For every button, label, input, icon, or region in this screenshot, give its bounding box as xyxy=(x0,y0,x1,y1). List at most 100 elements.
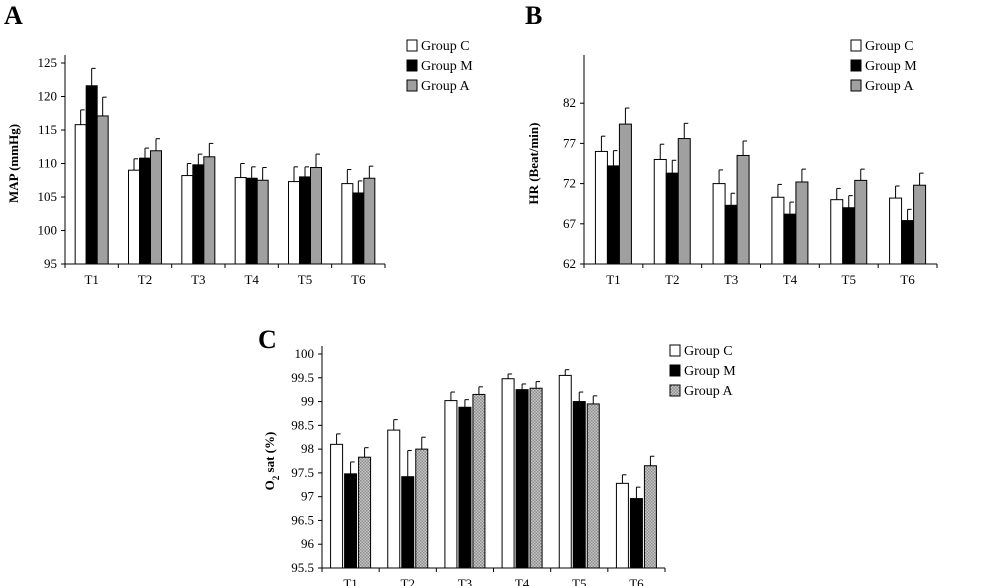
bar xyxy=(830,199,844,265)
bar xyxy=(444,400,458,569)
y-tick-label: 125 xyxy=(38,55,58,70)
legend-label: Group A xyxy=(421,79,471,94)
x-tick-label: T6 xyxy=(629,576,644,586)
y-tick-label: 97 xyxy=(301,489,315,504)
x-tick-label: T2 xyxy=(665,272,679,287)
legend-label: Group A xyxy=(865,79,915,94)
x-tick-label: T5 xyxy=(298,272,312,287)
x-tick-label: T4 xyxy=(244,272,259,287)
bar xyxy=(515,389,529,569)
bar xyxy=(529,387,543,569)
x-tick-label: T1 xyxy=(84,272,98,287)
legend-label: Group M xyxy=(865,59,917,74)
bar xyxy=(558,374,572,569)
chart-panel-b: 62 67 72 77 82 HR (Beat/min) T1 T2 T3 T4 T5 T6 Group… xyxy=(526,39,938,287)
bar xyxy=(724,204,738,265)
y-tick-label: 95 xyxy=(44,256,57,271)
bar xyxy=(299,176,311,265)
bar xyxy=(677,138,691,265)
y-tick-label: 120 xyxy=(38,89,58,104)
chart-panel-c: 95.5 96 96.5 97 97.5 98 98.5 99 99.5 100 O2 sat (%… xyxy=(262,344,736,586)
bar xyxy=(330,443,344,569)
y-tick-label: 98 xyxy=(301,441,314,456)
bar xyxy=(629,498,643,569)
bar xyxy=(586,403,600,569)
bar xyxy=(344,473,358,569)
bar xyxy=(712,183,726,265)
y-tick-label: 77 xyxy=(563,135,577,150)
x-tick-label: T3 xyxy=(458,576,472,586)
x-tick-label: T1 xyxy=(343,576,357,586)
y-axis-title: O2 sat (%) xyxy=(262,432,281,491)
bar xyxy=(653,158,667,265)
bar xyxy=(387,429,401,569)
bar xyxy=(795,181,809,265)
legend-label: Group C xyxy=(684,344,733,359)
bar xyxy=(245,177,258,265)
y-tick-label: 100 xyxy=(295,346,315,361)
bar xyxy=(310,167,322,265)
bar xyxy=(594,150,608,265)
bar xyxy=(572,401,586,569)
y-tick-label: 110 xyxy=(38,156,57,171)
y-tick-label: 96.5 xyxy=(291,512,314,527)
bar xyxy=(363,177,376,265)
bar xyxy=(501,378,515,569)
y-tick-label: 100 xyxy=(38,223,58,238)
legend-label: Group C xyxy=(421,39,470,54)
bar xyxy=(234,177,247,265)
bar xyxy=(85,85,98,265)
legend-label: Group M xyxy=(684,364,736,379)
bar xyxy=(256,179,269,265)
bar xyxy=(415,448,429,569)
y-tick-label: 98.5 xyxy=(291,417,314,432)
bar xyxy=(854,179,868,265)
x-tick-label: T1 xyxy=(606,272,620,287)
x-tick-label: T3 xyxy=(191,272,205,287)
bar xyxy=(618,123,632,265)
bar xyxy=(842,207,856,265)
bar xyxy=(771,196,785,265)
bar xyxy=(139,157,151,265)
bar xyxy=(358,456,372,569)
y-tick-label: 99.5 xyxy=(291,370,314,385)
x-tick-label: T5 xyxy=(842,272,856,287)
bar xyxy=(401,476,415,569)
y-tick-label: 115 xyxy=(38,122,57,137)
panel-letter-a: A xyxy=(4,1,23,30)
legend-swatch xyxy=(406,79,418,92)
legend-label: Group C xyxy=(865,39,914,54)
legend-swatch xyxy=(850,59,862,72)
bar xyxy=(615,482,629,569)
bar xyxy=(150,150,162,265)
bar xyxy=(665,172,679,265)
bar xyxy=(736,154,750,265)
x-tick-label: T6 xyxy=(351,272,366,287)
bar xyxy=(472,393,486,569)
bar xyxy=(643,465,657,569)
bar xyxy=(901,220,915,265)
bar xyxy=(341,183,354,265)
bar xyxy=(96,115,109,265)
x-tick-label: T6 xyxy=(900,272,915,287)
panel-letter-c: C xyxy=(258,325,277,354)
y-tick-label: 67 xyxy=(563,216,577,231)
bar xyxy=(74,124,87,265)
bar xyxy=(458,406,472,569)
legend-swatch xyxy=(850,39,862,52)
bar xyxy=(203,156,216,265)
panel-letter-b: B xyxy=(525,1,542,30)
legend-label: Group A xyxy=(684,384,734,399)
bar xyxy=(913,184,927,265)
x-tick-label: T2 xyxy=(401,576,415,586)
y-tick-label: 97.5 xyxy=(291,465,314,480)
x-tick-label: T4 xyxy=(515,576,530,586)
legend-swatch xyxy=(669,344,681,357)
y-tick-label: 99 xyxy=(301,394,314,409)
legend-label: Group M xyxy=(421,59,473,74)
bar xyxy=(288,181,300,265)
legend-swatch xyxy=(669,384,681,397)
bar xyxy=(192,164,205,265)
bar xyxy=(352,192,365,265)
